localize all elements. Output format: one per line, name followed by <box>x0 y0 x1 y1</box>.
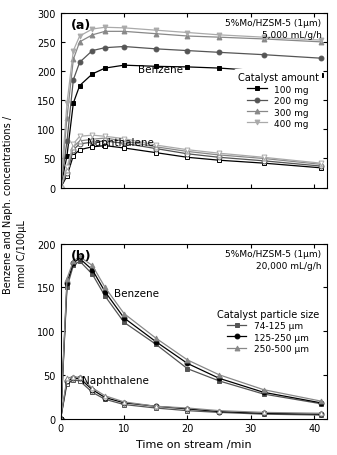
Text: 5%Mo/HZSM-5 (1μm)
20,000 mL/g/h: 5%Mo/HZSM-5 (1μm) 20,000 mL/g/h <box>225 249 321 270</box>
X-axis label: Time on stream /min: Time on stream /min <box>136 439 252 449</box>
Text: (b): (b) <box>71 249 92 262</box>
Legend: 100 mg, 200 mg, 300 mg, 400 mg: 100 mg, 200 mg, 300 mg, 400 mg <box>234 70 323 132</box>
Text: Benzene: Benzene <box>114 288 159 298</box>
Text: Benzene: Benzene <box>138 65 183 75</box>
Text: 5%Mo/HZSM-5 (1μm)
5,000 mL/g/h: 5%Mo/HZSM-5 (1μm) 5,000 mL/g/h <box>225 19 321 40</box>
Legend: 74-125 μm, 125-250 μm, 250-500 μm: 74-125 μm, 125-250 μm, 250-500 μm <box>213 306 323 357</box>
Text: Naphthalene: Naphthalene <box>82 375 149 385</box>
Text: Naphthalene: Naphthalene <box>87 138 154 148</box>
Text: Benzene and Naph. concentrations /
  nmol C/100μL: Benzene and Naph. concentrations / nmol … <box>3 116 27 293</box>
Text: (a): (a) <box>71 19 92 32</box>
